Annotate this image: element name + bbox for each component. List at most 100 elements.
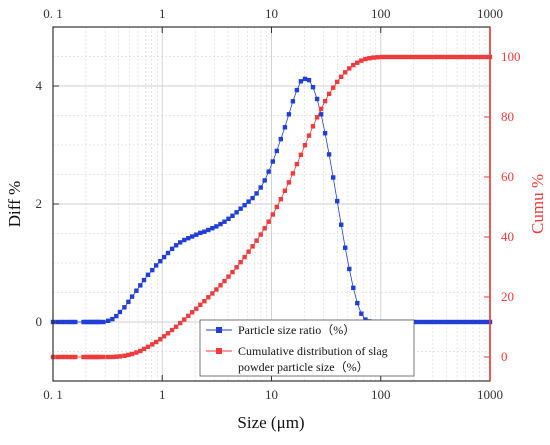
data-point-diff xyxy=(106,318,111,323)
data-point-diff xyxy=(117,309,123,315)
x-tick-label: 10 xyxy=(265,387,278,402)
data-point-cumu xyxy=(190,310,195,315)
data-point-diff xyxy=(427,319,432,325)
data-point-cumu xyxy=(431,54,436,60)
data-point-cumu xyxy=(106,354,111,360)
data-point-cumu xyxy=(298,152,304,157)
data-point-cumu xyxy=(122,353,127,358)
data-point-cumu xyxy=(331,85,336,90)
data-point-diff xyxy=(222,219,227,224)
data-point-cumu xyxy=(471,54,477,60)
data-point-cumu xyxy=(242,254,247,260)
data-point-diff xyxy=(101,319,106,325)
data-point-cumu xyxy=(169,327,175,333)
data-point-diff xyxy=(331,175,336,180)
data-point-cumu xyxy=(318,106,324,112)
data-point-cumu xyxy=(238,260,243,265)
data-point-diff xyxy=(298,79,304,84)
data-point-diff xyxy=(467,319,473,325)
data-point-cumu xyxy=(55,354,60,360)
data-point-diff xyxy=(318,112,324,117)
data-point-diff xyxy=(122,305,127,310)
data-point-cumu xyxy=(395,54,400,60)
data-point-cumu xyxy=(351,62,356,68)
data-point-diff xyxy=(145,272,151,277)
y-tick-label-right: 0 xyxy=(501,349,508,364)
data-point-diff xyxy=(431,319,436,325)
data-point-diff xyxy=(202,229,207,234)
x-tick-label-top: 1 xyxy=(159,6,166,21)
data-point-diff xyxy=(479,319,485,325)
data-point-diff xyxy=(218,221,223,227)
x-axis-label: Size (μm) xyxy=(237,413,304,432)
data-point-cumu xyxy=(97,354,103,360)
data-point-cumu xyxy=(403,54,408,60)
x-tick-label-top: 1000 xyxy=(477,6,503,21)
data-point-diff xyxy=(423,319,428,325)
data-point-diff xyxy=(447,319,453,325)
data-point-cumu xyxy=(182,317,187,322)
y-tick-label-left: 0 xyxy=(36,314,43,329)
data-point-cumu xyxy=(371,55,376,60)
data-point-cumu xyxy=(419,54,424,60)
data-point-cumu xyxy=(81,354,86,360)
data-point-diff xyxy=(66,319,72,325)
data-point-cumu xyxy=(347,66,352,71)
data-point-cumu xyxy=(343,70,348,75)
x-tick-label: 1000 xyxy=(477,387,503,402)
data-point-cumu xyxy=(451,54,457,60)
data-point-diff xyxy=(63,319,68,325)
data-point-cumu xyxy=(335,79,340,85)
data-point-diff xyxy=(165,250,171,256)
data-point-cumu xyxy=(447,54,453,60)
data-point-cumu xyxy=(314,115,320,120)
data-point-cumu xyxy=(399,54,404,60)
data-point-diff xyxy=(266,169,271,174)
data-point-cumu xyxy=(150,342,155,347)
data-point-cumu xyxy=(359,58,364,63)
y-tick-label-right: 20 xyxy=(501,289,514,304)
data-point-cumu xyxy=(141,346,147,352)
legend-left-series-label: Particle size ratio（%） xyxy=(238,323,355,337)
grid-layer xyxy=(52,26,490,382)
data-point-cumu xyxy=(73,354,78,360)
data-point-diff xyxy=(161,254,167,260)
legend-right-series-marker xyxy=(216,348,222,354)
data-point-diff xyxy=(178,240,183,245)
data-point-diff xyxy=(274,148,279,154)
data-point-cumu xyxy=(198,302,203,307)
data-point-cumu xyxy=(475,54,481,60)
data-point-diff xyxy=(198,230,203,236)
legend-left-series-marker xyxy=(216,327,222,333)
data-point-diff xyxy=(459,319,465,325)
axis-layer: 0. 10. 111101010010010001000024020406080… xyxy=(36,6,521,402)
data-point-cumu xyxy=(326,91,332,97)
data-point-cumu xyxy=(234,265,239,270)
data-point-cumu xyxy=(254,238,259,243)
data-point-cumu xyxy=(310,124,316,129)
data-point-diff xyxy=(451,319,457,325)
data-point-diff xyxy=(270,159,275,164)
data-point-cumu xyxy=(214,287,219,292)
data-point-cumu xyxy=(479,54,485,60)
data-point-cumu xyxy=(290,171,296,176)
data-point-diff xyxy=(302,76,308,82)
data-point-cumu xyxy=(161,334,167,339)
data-point-cumu xyxy=(375,55,380,60)
data-point-cumu xyxy=(117,354,123,359)
data-point-cumu xyxy=(210,291,215,296)
data-point-cumu xyxy=(266,219,271,224)
data-point-cumu xyxy=(463,54,469,60)
data-point-cumu xyxy=(66,354,72,360)
data-point-diff xyxy=(73,319,78,325)
data-point-cumu xyxy=(294,161,300,167)
data-point-cumu xyxy=(83,354,89,360)
data-point-cumu xyxy=(339,74,344,79)
data-point-diff xyxy=(234,210,239,215)
data-point-cumu xyxy=(246,249,251,254)
data-point-diff xyxy=(310,85,316,90)
data-point-cumu xyxy=(154,339,159,345)
data-point-diff xyxy=(230,213,235,218)
data-point-diff xyxy=(294,87,300,93)
